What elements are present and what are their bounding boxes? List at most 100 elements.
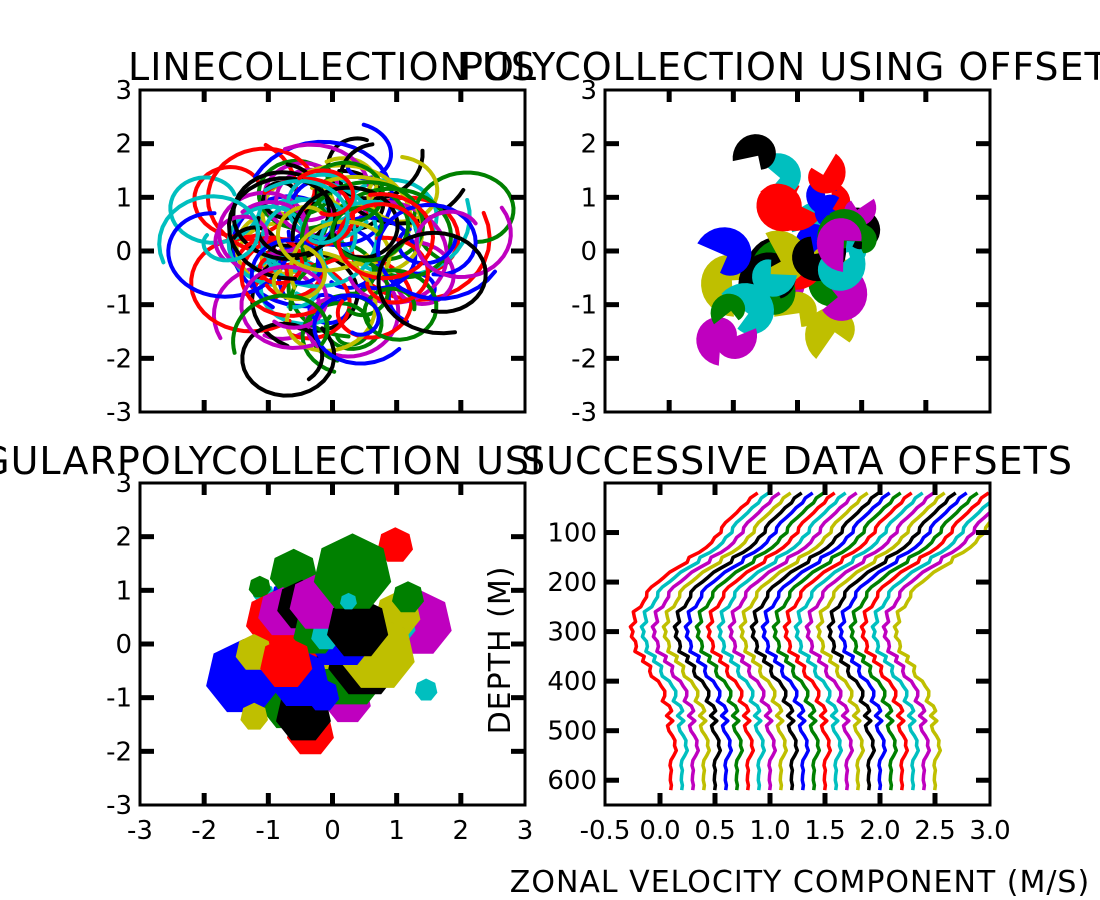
spiral-line [312,293,402,366]
x-tick-label: -3 [127,816,153,846]
offset-profile-line [815,491,946,791]
tick-labels: -3 -2 -1 0 1 2 3 -3 -2 -1 0 1 2 3 [106,469,533,846]
offset-profile-line [793,491,924,791]
x-tick-label: 1.5 [804,816,845,846]
tick-marks [140,483,525,805]
offset-profile-line [727,491,858,791]
panel-successive-offsets [603,481,992,807]
y-tick-label: 3 [115,76,132,106]
y-tick-label: -3 [106,398,132,428]
offset-profile-line [782,491,913,791]
poly-collection-plot [696,134,881,366]
offset-profile-line [892,519,990,791]
y-tick-label: 1 [580,183,597,213]
wedge-marker [808,153,846,194]
title-line-collection: LINECOLLECTION US [128,45,536,89]
wedge-marker [756,183,810,232]
spiral-line [226,176,338,281]
heptagon-marker [240,702,268,730]
wedge-marker [697,227,752,276]
y-tick-label: 400 [547,667,597,697]
wedge-marker [732,134,776,170]
heptagon-marker [340,592,357,610]
y-tick-label: -2 [571,344,597,374]
x-tick-label: -1 [255,816,281,846]
y-tick-label: -1 [571,291,597,321]
y-tick-label: 3 [580,76,597,106]
offset-profile-line [837,491,968,791]
spiral-line [239,264,329,351]
tick-labels: -3 -2 -1 0 1 2 3 [571,76,597,428]
offset-profile-line [705,491,836,791]
y-tick-label: 2 [115,523,132,553]
spiral-line [297,168,356,217]
spiral-line [317,199,421,284]
panel-frame [603,481,992,807]
y-tick-label: -2 [106,737,132,767]
line-collection-plot [157,122,516,398]
y-tick-label: 0 [115,237,132,267]
panel-regular-poly-collection [138,481,527,807]
offset-profile-line [859,491,990,791]
heptagon-marker [248,575,271,598]
x-tick-label: 1.0 [749,816,790,846]
spiral-line [288,219,392,290]
x-tick-label: 2 [453,816,470,846]
spiral-line [263,178,350,245]
heptagon-marker [414,678,438,701]
offset-profile-line [639,491,770,791]
tick-marks [605,90,990,412]
spiral-line [375,202,497,301]
x-tick-label: 2.5 [914,816,955,846]
offset-profile-line [672,491,803,791]
heptagon-marker [260,636,313,687]
spiral-line [376,230,488,336]
successive-offsets-plot [628,491,990,791]
y-tick-label: 1 [115,183,132,213]
title-poly-collection: POLYCOLLECTION USING OFFSETS [460,45,1100,89]
heptagon-marker [392,581,424,613]
offset-profile-line [870,498,990,791]
heptagon-marker [377,527,413,562]
wedge-marker [752,259,797,297]
wedge-marker [710,293,746,325]
tick-marks [140,90,525,412]
y-tick-label: 0 [115,630,132,660]
x-axis-label: ZONAL VELOCITY COMPONENT (M/S) [510,865,1090,900]
x-tick-label: 0 [324,816,341,846]
offset-profile-line [771,491,902,791]
y-tick-label: 500 [547,717,597,747]
offset-profile-line [650,491,781,791]
regular-poly-collection-plot [206,527,452,755]
x-tick-label: -0.5 [580,816,631,846]
x-tick-label: 1 [388,816,405,846]
spiral-line [321,186,454,280]
y-tick-label: 100 [547,519,597,549]
spiral-line [231,293,330,355]
title-regular-poly-collection: REGULARPOLYCOLLECTION USI [0,439,542,483]
tick-marks [605,483,990,805]
x-tick-label: 3 [517,816,534,846]
offset-profile-line [848,491,979,791]
wedge-marker [816,218,862,272]
y-tick-label: 2 [115,130,132,160]
title-successive-offsets: SUCCESSIVE DATA OFFSETS [521,439,1073,483]
spiral-line [414,205,513,280]
spiral-line [365,235,430,305]
y-tick-label: 3 [115,469,132,499]
wedge-marker [715,324,757,359]
tick-labels: 100 200 300 400 500 600 -0.5 0.0 0.5 1.0 1.5 2.0 2.5… [547,519,1010,846]
tick-labels: -3 -2 -1 0 1 2 3 [106,76,132,428]
y-axis-label: DEPTH (M) [483,566,518,735]
heptagon-marker [313,533,392,609]
y-tick-label: -1 [106,291,132,321]
spiral-line [157,194,261,265]
y-tick-label: 200 [547,568,597,598]
panel-line-collection [138,88,527,414]
heptagon-marker [327,596,389,657]
offset-profile-line [628,491,759,791]
spiral-line [396,227,458,266]
y-tick-label: 0 [580,237,597,267]
x-tick-label: 3.0 [969,816,1010,846]
